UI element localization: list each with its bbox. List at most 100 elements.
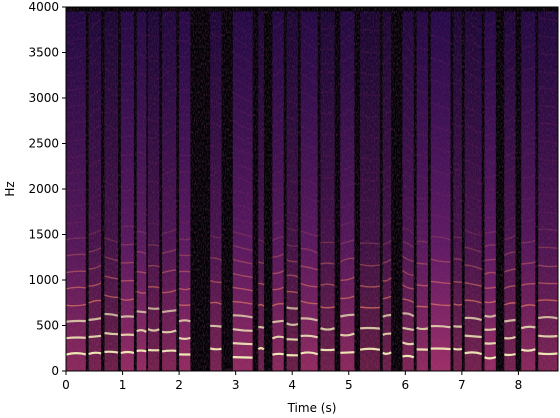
harmonic-line [430, 34, 451, 44]
voiced-segment [537, 11, 558, 371]
harmonic-line [320, 219, 335, 222]
harmonic-line [464, 211, 483, 219]
harmonic-line [272, 186, 285, 193]
harmonic-line [258, 282, 265, 286]
harmonic-line [286, 306, 298, 310]
harmonic-line [382, 90, 392, 101]
harmonic-line [104, 350, 119, 354]
harmonic-line [88, 176, 102, 185]
voiced-segment [271, 11, 285, 371]
harmonic-line [232, 231, 253, 238]
harmonic-line [161, 188, 177, 196]
harmonic-line [401, 112, 415, 126]
harmonic-line [286, 195, 299, 200]
harmonic-line [232, 77, 254, 91]
harmonic-line [257, 86, 264, 92]
harmonic-line [178, 237, 191, 241]
harmonic-line [136, 72, 147, 78]
harmonic-line [104, 312, 119, 317]
harmonic-line [504, 268, 516, 273]
harmonic-line [453, 79, 463, 84]
harmonic-line [286, 243, 299, 247]
harmonic-line [88, 159, 102, 168]
harmonic-line [520, 43, 536, 51]
voiced-segment [103, 11, 119, 371]
harmonic-line [120, 81, 135, 85]
harmonic-line [538, 87, 558, 92]
harmonic-line [104, 142, 119, 151]
energy-band [360, 11, 380, 371]
harmonic-line [430, 146, 451, 154]
energy-band [104, 11, 119, 371]
harmonic-line [178, 319, 191, 323]
harmonic-line [232, 356, 253, 359]
harmonic-line [416, 25, 429, 30]
energy-band [66, 11, 86, 371]
harmonic-line [88, 247, 102, 253]
harmonic-line [503, 166, 516, 174]
harmonic-line [484, 314, 497, 318]
harmonic-line [120, 63, 134, 66]
harmonic-line [232, 217, 253, 225]
x-tick-label: 4 [288, 378, 296, 392]
harmonic-line [340, 295, 355, 300]
harmonic-line [339, 182, 355, 190]
harmonic-line [136, 290, 147, 294]
x-axis-label: Time (s) [287, 401, 337, 415]
harmonic-line [340, 239, 355, 245]
harmonic-line [503, 132, 516, 141]
harmonic-line [453, 303, 463, 306]
y-tick-label: 3000 [28, 91, 59, 105]
harmonic-line [161, 26, 177, 39]
harmonic-line [484, 21, 497, 27]
harmonic-line [484, 63, 496, 68]
harmonic-line [232, 258, 253, 265]
harmonic-line [416, 46, 429, 52]
energy-band [320, 11, 335, 371]
harmonic-line [286, 84, 299, 90]
harmonic-line [464, 158, 482, 168]
harmonic-line [178, 39, 191, 42]
harmonic-line [416, 326, 429, 331]
harmonic-line [300, 90, 319, 103]
harmonic-line [382, 202, 392, 209]
harmonic-line [88, 53, 102, 66]
energy-band [258, 11, 264, 371]
harmonic-line [136, 171, 147, 177]
harmonic-line [178, 287, 191, 291]
y-tick-label: 4000 [28, 0, 59, 14]
voiced-segment [430, 11, 451, 371]
voiced-segment [178, 11, 191, 371]
harmonic-line [503, 115, 517, 125]
harmonic-line [453, 146, 463, 150]
harmonic-line [484, 160, 496, 165]
harmonic-line [66, 286, 86, 290]
harmonic-line [402, 140, 415, 153]
harmonic-line [359, 71, 380, 76]
harmonic-line [382, 127, 392, 137]
harmonic-line [340, 14, 355, 27]
x-tick-label: 6 [401, 378, 409, 392]
harmonic-line [232, 175, 253, 185]
harmonic-line [136, 32, 147, 39]
energy-band [430, 11, 451, 371]
voiced-segment [136, 11, 147, 371]
harmonic-line [258, 152, 265, 157]
harmonic-line [136, 191, 147, 196]
harmonic-line [300, 177, 319, 187]
harmonic-line [120, 153, 135, 157]
voiced-segment [147, 11, 160, 371]
harmonic-line [66, 303, 86, 307]
harmonic-line [300, 37, 319, 52]
harmonic-line [300, 265, 318, 271]
harmonic-line [104, 294, 119, 299]
harmonic-line [272, 203, 285, 209]
harmonic-line [538, 246, 558, 250]
harmonic-line [88, 351, 102, 356]
harmonic-line [66, 38, 86, 44]
harmonic-line [538, 17, 558, 22]
harmonic-line [401, 40, 415, 57]
harmonic-line [504, 318, 516, 323]
harmonic-line [66, 253, 86, 257]
harmonic-line [147, 264, 160, 268]
